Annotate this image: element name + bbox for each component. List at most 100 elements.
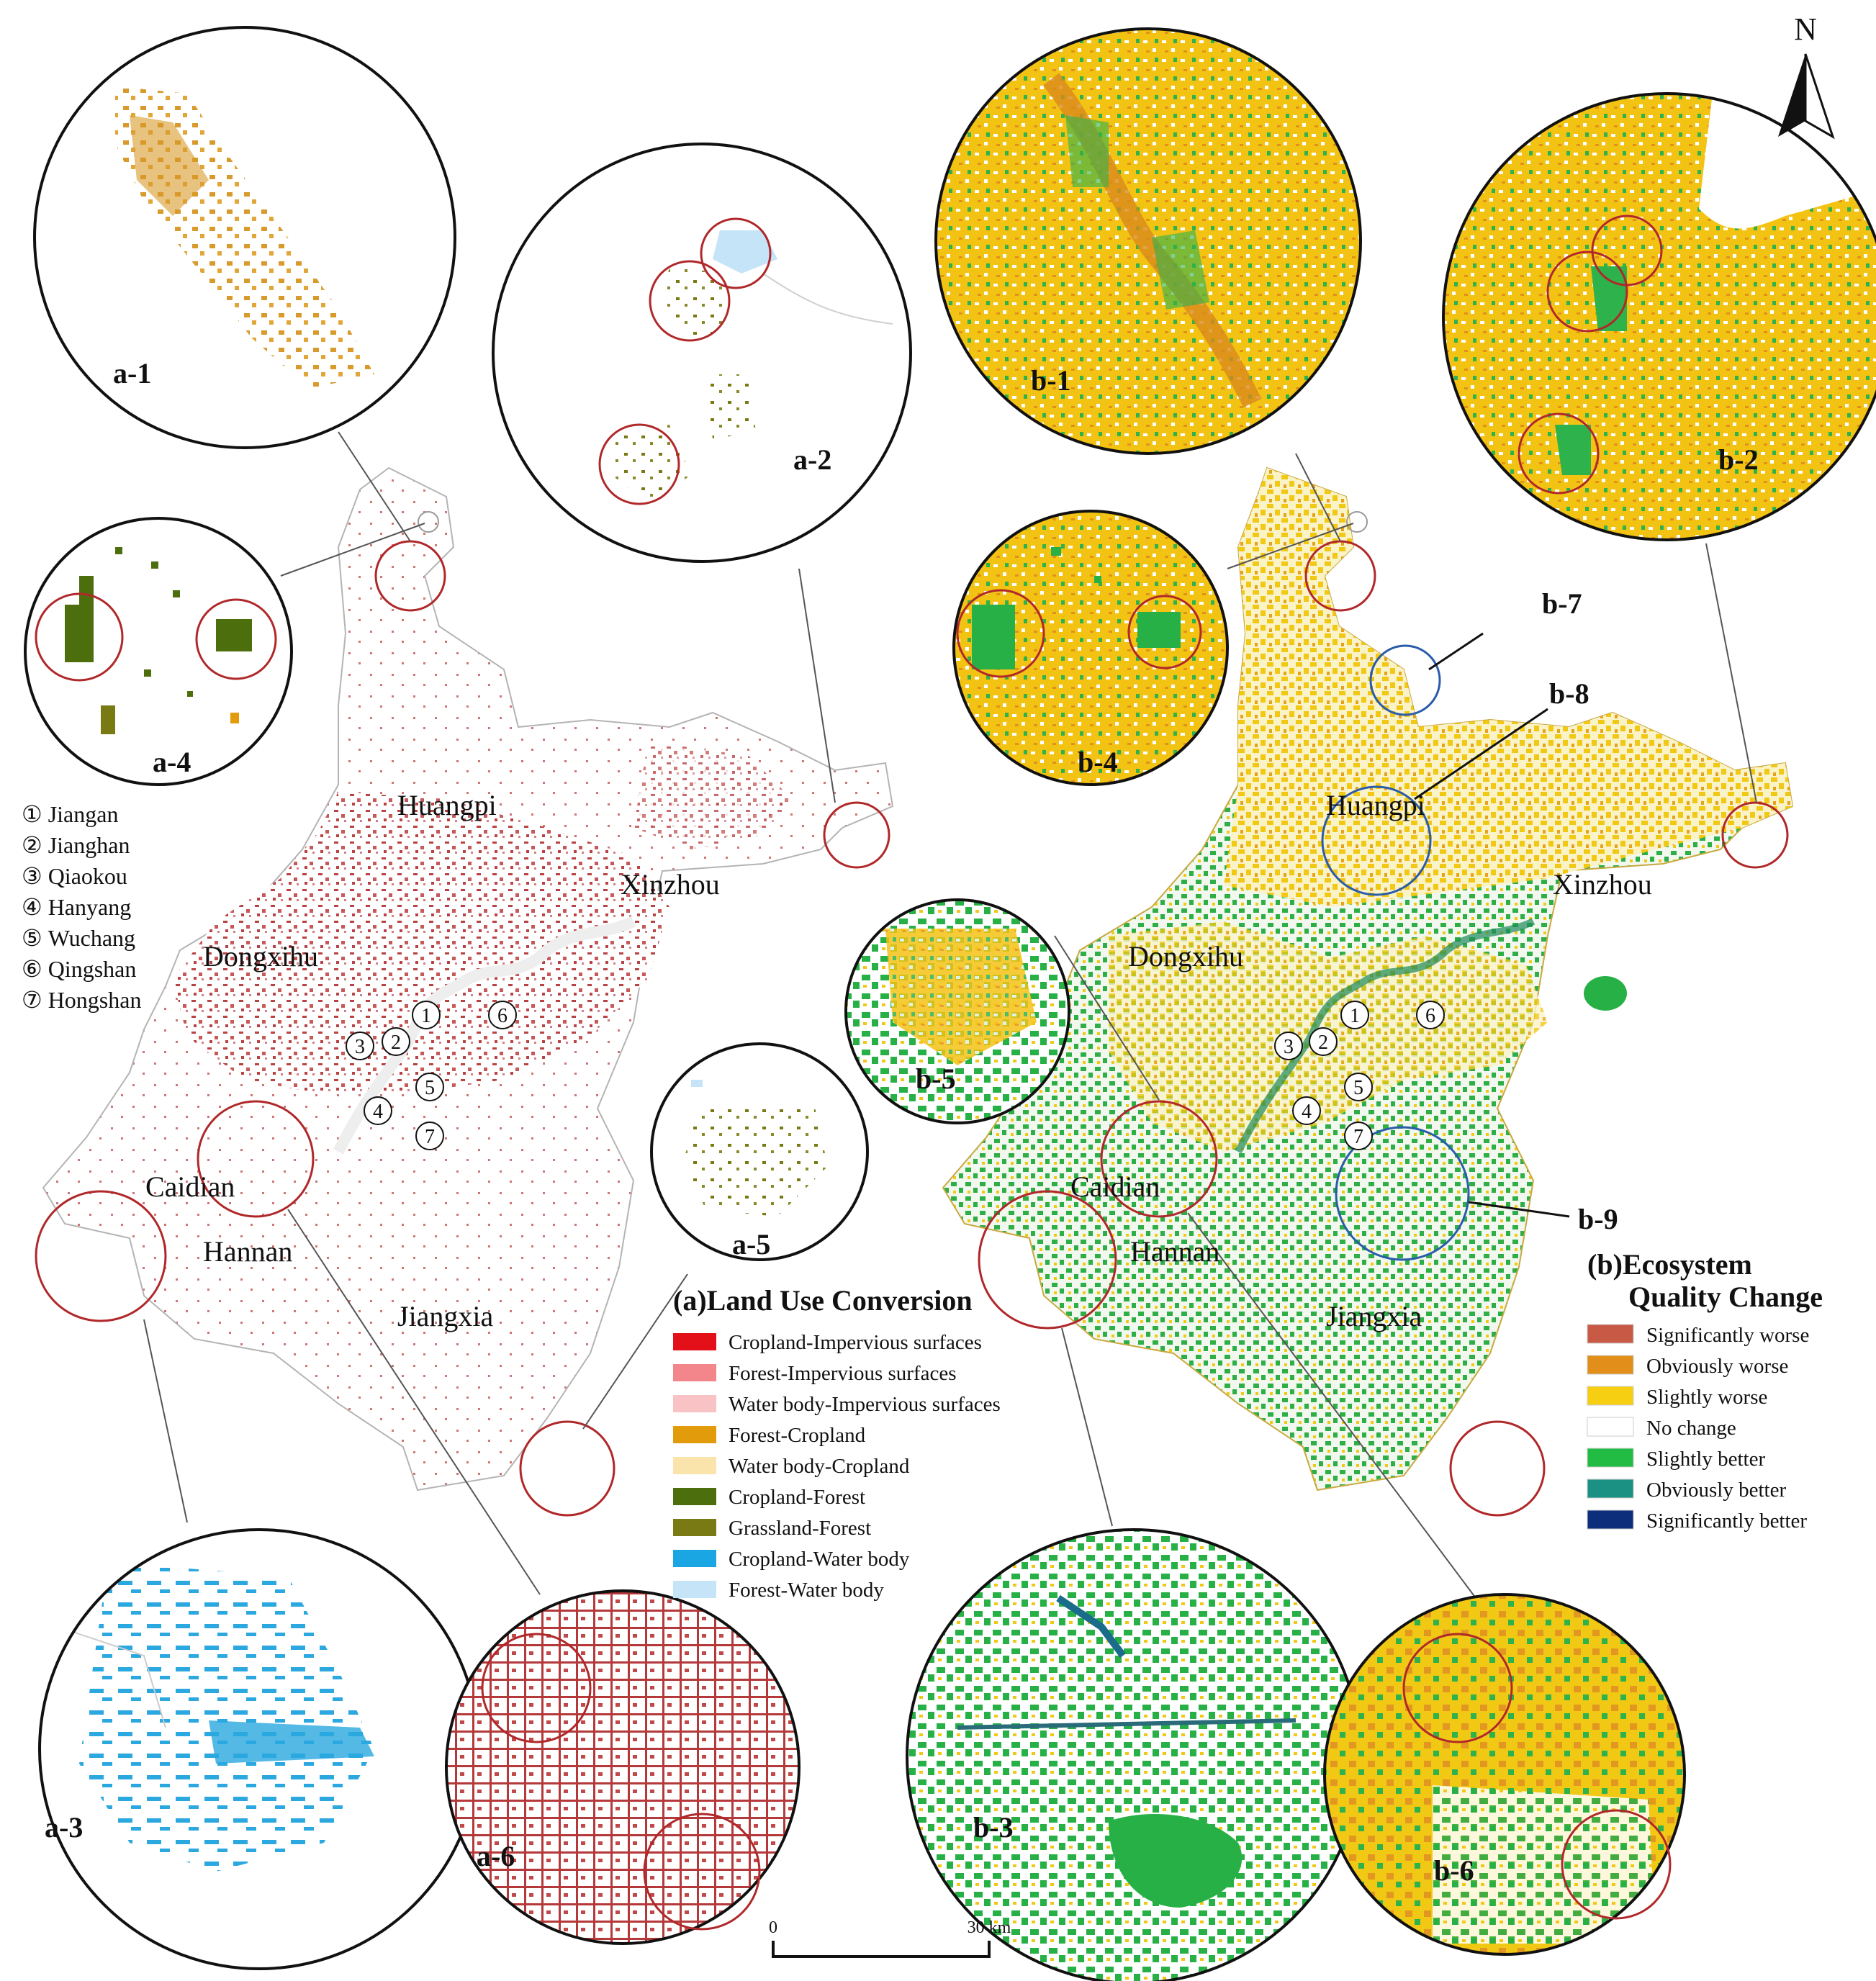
map-a-highlights: [35, 511, 890, 1517]
svg-text:Forest-Cropland: Forest-Cropland: [729, 1424, 866, 1447]
tag-a5: a-5: [732, 1228, 770, 1260]
district-marker: 2: [1309, 1027, 1338, 1056]
svg-text:1: 1: [1350, 1005, 1360, 1027]
legend-b-item: Significantly worse: [1587, 1324, 1809, 1347]
svg-text:Cropland-Water body: Cropland-Water body: [729, 1548, 910, 1571]
tag-a2: a-2: [793, 443, 831, 476]
svg-text:6: 6: [497, 1005, 508, 1027]
svg-text:Water body-Cropland: Water body-Cropland: [729, 1455, 910, 1478]
label-jiangxia-a: Jiangxia: [397, 1300, 494, 1332]
map-a: [42, 466, 894, 1492]
tag-b7: b-7: [1542, 587, 1582, 620]
label-jiangxia-b: Jiangxia: [1326, 1300, 1422, 1332]
district-marker: 3: [1274, 1032, 1303, 1060]
label-xinzhou-b: Xinzhou: [1553, 868, 1652, 901]
tag-b5: b-5: [916, 1062, 956, 1095]
legend-b-item: Slightly worse: [1587, 1386, 1767, 1409]
legend-a-title: (a)Land Use Conversion: [673, 1284, 973, 1317]
scale-end: 30 km: [968, 1918, 1011, 1937]
map-b-river: [1235, 918, 1535, 1154]
legend-b-title-line2: Quality Change: [1628, 1281, 1823, 1313]
legend-a-item: Forest-Water body: [673, 1579, 884, 1602]
svg-text:1: 1: [421, 1005, 431, 1027]
zoom-b4: [952, 510, 1229, 786]
svg-text:Water body-Impervious surfaces: Water body-Impervious surfaces: [729, 1393, 1001, 1416]
legend-b-item: Obviously worse: [1587, 1355, 1788, 1378]
svg-text:2: 2: [391, 1032, 401, 1054]
legend-a-item: Forest-Impervious surfaces: [673, 1362, 957, 1385]
tag-b9: b-9: [1578, 1203, 1618, 1235]
zoom-b5: [844, 898, 1070, 1124]
zoom-a4: [24, 517, 293, 786]
tag-b8: b-8: [1549, 677, 1589, 710]
district-list-item: ⑦ Hongshan: [22, 987, 141, 1013]
scale-bar: 0 30 km: [769, 1918, 1011, 1958]
label-huangpi-b: Huangpi: [1326, 789, 1425, 821]
svg-text:Obviously better: Obviously better: [1646, 1479, 1786, 1502]
svg-text:Significantly worse: Significantly worse: [1646, 1324, 1809, 1347]
legend-a-item: Grassland-Forest: [673, 1517, 871, 1540]
tag-a1: a-1: [113, 357, 151, 389]
zoom-a3: [38, 1528, 480, 1970]
legend-a-item: Water body-Cropland: [673, 1455, 910, 1478]
district-list-item: ② Jianghan: [22, 832, 130, 858]
district-marker: 2: [382, 1027, 410, 1056]
label-dongxihu-a: Dongxihu: [203, 940, 318, 973]
svg-text:No change: No change: [1646, 1417, 1736, 1440]
svg-text:7: 7: [1353, 1126, 1363, 1148]
district-marker: 7: [1344, 1122, 1373, 1150]
map-b-north-yellow: [1224, 468, 1792, 907]
tag-a4: a-4: [153, 746, 191, 778]
district-marker: 5: [1344, 1073, 1373, 1101]
legend-a-items: Cropland-Impervious surfaces Forest-Impe…: [673, 1331, 1001, 1602]
district-marker: 1: [1340, 1001, 1369, 1029]
legend-b-item: Significantly better: [1587, 1510, 1807, 1533]
svg-text:4: 4: [1302, 1101, 1312, 1123]
map-a-labels: Huangpi Xinzhou Dongxihu Caidian Hannan …: [145, 789, 720, 1332]
zoom-b2: [1442, 92, 1876, 541]
label-caidian-b: Caidian: [1070, 1170, 1160, 1203]
legend-a-item: Forest-Cropland: [673, 1424, 866, 1447]
svg-text:7: 7: [425, 1126, 435, 1148]
scale-start: 0: [769, 1918, 777, 1937]
legend-b-title-line1: (b)Ecosystem: [1587, 1248, 1752, 1281]
district-marker: 3: [346, 1032, 374, 1060]
district-list-item: ④ Hanyang: [22, 894, 131, 920]
district-marker: 1: [412, 1001, 441, 1029]
label-hannan-a: Hannan: [203, 1235, 292, 1268]
connector-lines: [143, 431, 1757, 1599]
zoom-a5: [650, 1042, 869, 1261]
district-list-item: ① Jiangan: [22, 801, 118, 827]
tag-b4: b-4: [1078, 746, 1118, 778]
district-marker: 4: [1292, 1096, 1321, 1125]
legend-a-item: Cropland-Forest: [673, 1486, 865, 1509]
svg-text:Slightly worse: Slightly worse: [1646, 1386, 1767, 1409]
label-dongxihu-b: Dongxihu: [1128, 940, 1243, 973]
map-b-district-numbers: 1 2 3 4 5 6 7: [1274, 1001, 1445, 1150]
tag-b3: b-3: [973, 1811, 1014, 1844]
svg-text:Cropland-Impervious surfaces: Cropland-Impervious surfaces: [729, 1331, 982, 1354]
map-a-xinzhou-patch: [633, 741, 792, 849]
zoom-b3: [906, 1528, 1362, 1981]
district-marker: 6: [488, 1001, 517, 1029]
svg-text:6: 6: [1425, 1005, 1435, 1027]
svg-text:Slightly better: Slightly better: [1646, 1448, 1765, 1471]
label-caidian-a: Caidian: [145, 1170, 235, 1203]
svg-text:Forest-Water body: Forest-Water body: [729, 1579, 884, 1602]
svg-text:Obviously worse: Obviously worse: [1646, 1355, 1788, 1378]
zoom-a6: [445, 1589, 801, 1945]
legend-b-item: No change: [1587, 1417, 1736, 1440]
zoom-b6: [1323, 1593, 1686, 1956]
map-a-urban-core: [173, 792, 669, 1094]
svg-text:2: 2: [1318, 1032, 1328, 1054]
legend-b-item: Slightly better: [1587, 1448, 1765, 1471]
svg-text:Forest-Impervious surfaces: Forest-Impervious surfaces: [729, 1362, 957, 1385]
svg-text:3: 3: [355, 1036, 365, 1058]
legend-a-item: Water body-Impervious surfaces: [673, 1393, 1001, 1416]
legend-b-items: Significantly worse Obviously worse Slig…: [1587, 1324, 1809, 1533]
tag-b1: b-1: [1031, 364, 1071, 397]
legend-a-item: Cropland-Impervious surfaces: [673, 1331, 982, 1354]
svg-text:Significantly better: Significantly better: [1646, 1510, 1807, 1533]
map-b-lake: [1584, 976, 1627, 1011]
